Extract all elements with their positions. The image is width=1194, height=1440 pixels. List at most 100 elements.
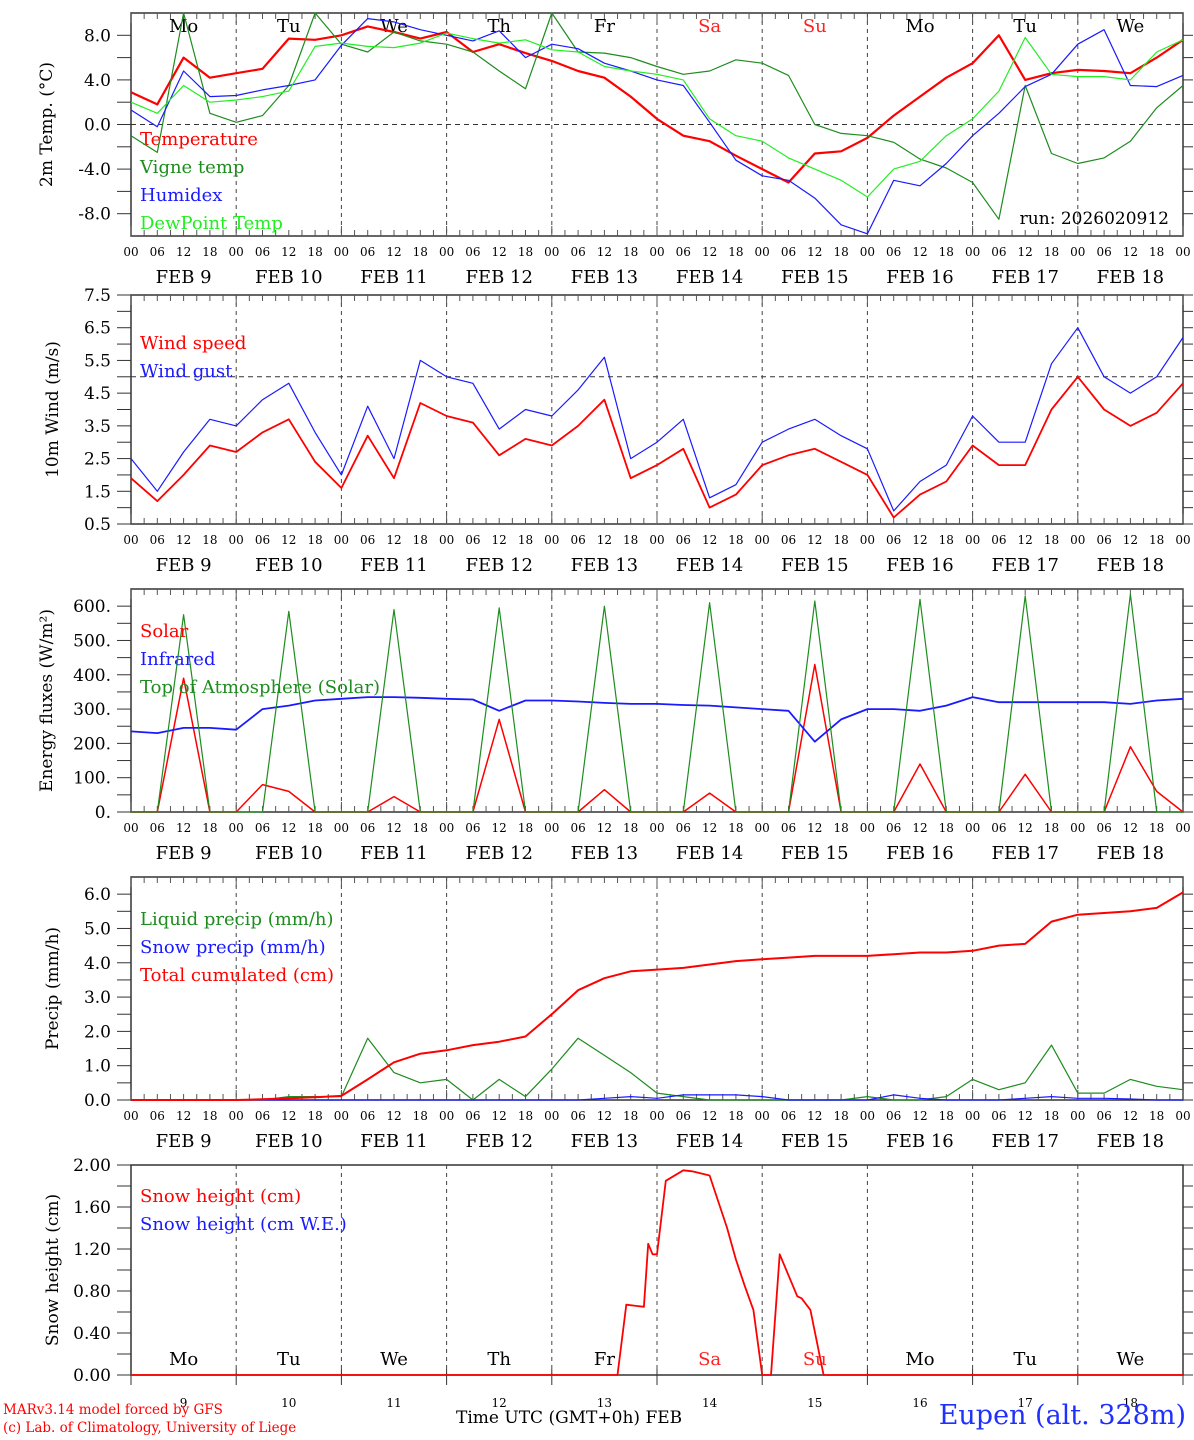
wind-hour-label: 18 — [833, 533, 848, 547]
precip-date-label: FEB 14 — [676, 1131, 743, 1152]
wind-hour-label: 18 — [307, 533, 322, 547]
precip-hour-label: 12 — [597, 1109, 612, 1123]
wind-date-label: FEB 13 — [571, 555, 638, 576]
energy-hour-label: 00 — [334, 821, 349, 835]
energy-hour-label: 18 — [833, 821, 848, 835]
energy-date-label: FEB 13 — [571, 843, 638, 864]
temperature-hour-label: 00 — [649, 245, 664, 259]
temperature-day-label: Fr — [594, 16, 615, 37]
energy-hour-label: 18 — [307, 821, 322, 835]
lab-credit: (c) Lab. of Climatology, University of L… — [3, 1420, 297, 1436]
wind-hour-label: 00 — [1175, 533, 1190, 547]
wind-hour-label: 00 — [965, 533, 980, 547]
wind-hour-label: 18 — [1149, 533, 1164, 547]
snow-xlabel: Time UTC (GMT+0h) FEB — [456, 1408, 682, 1428]
wind-legend-item: Wind speed — [140, 333, 246, 354]
temperature-hour-label: 06 — [991, 245, 1006, 259]
energy-ytick-label: 300. — [73, 700, 111, 720]
wind-hour-label: 06 — [570, 533, 585, 547]
temperature-hour-label: 18 — [518, 245, 533, 259]
snow-day-label: Su — [803, 1349, 827, 1370]
precip-hour-label: 06 — [150, 1109, 165, 1123]
temperature-date-label: FEB 11 — [360, 267, 427, 288]
wind-date-label: FEB 11 — [360, 555, 427, 576]
precip-date-label: FEB 15 — [781, 1131, 848, 1152]
energy-hour-label: 06 — [465, 821, 480, 835]
energy-hour-label: 18 — [1149, 821, 1164, 835]
energy-hour-label: 00 — [439, 821, 454, 835]
temperature-hour-label: 06 — [465, 245, 480, 259]
precip-hour-label: 00 — [755, 1109, 770, 1123]
energy-series-infrared — [130, 696, 1184, 743]
temperature-hour-label: 18 — [623, 245, 638, 259]
temperature-hour-label: 18 — [728, 245, 743, 259]
wind-ytick-label: 3.5 — [84, 417, 111, 437]
precip-hour-label: 00 — [229, 1109, 244, 1123]
precip-hour-label: 00 — [334, 1109, 349, 1123]
wind-hour-label: 06 — [255, 533, 270, 547]
energy-hour-label: 18 — [939, 821, 954, 835]
wind-hour-label: 06 — [465, 533, 480, 547]
precip-date-label: FEB 11 — [360, 1131, 427, 1152]
temperature-legend-item: Vigne temp — [139, 157, 244, 178]
energy-hour-label: 18 — [1044, 821, 1059, 835]
temperature-hour-label: 06 — [570, 245, 585, 259]
precip-legend-item: Total cumulated (cm) — [140, 965, 334, 986]
snow-day-label: Tu — [277, 1349, 301, 1370]
precip-ytick-label: 2.0 — [84, 1022, 111, 1042]
precip-legend-item: Liquid precip (mm/h) — [140, 909, 334, 930]
wind-hour-label: 00 — [334, 533, 349, 547]
wind-hour-label: 12 — [1018, 533, 1033, 547]
energy-hour-label: 12 — [912, 821, 927, 835]
temperature-date-label: FEB 14 — [676, 267, 743, 288]
snow-legend-item: Snow height (cm) — [140, 1186, 301, 1207]
precip-hour-label: 18 — [518, 1109, 533, 1123]
wind-ytick-label: 2.5 — [84, 450, 111, 470]
precip-date-label: FEB 16 — [886, 1131, 953, 1152]
energy-hour-label: 12 — [807, 821, 822, 835]
energy-hour-label: 00 — [123, 821, 138, 835]
wind-ytick-label: 0.5 — [84, 515, 111, 535]
energy-ytick-label: 500. — [73, 631, 111, 651]
temperature-hour-label: 18 — [1149, 245, 1164, 259]
energy-date-label: FEB 10 — [255, 843, 322, 864]
energy-hour-label: 00 — [860, 821, 875, 835]
temperature-legend-item: DewPoint Temp — [140, 213, 283, 234]
energy-hour-label: 18 — [623, 821, 638, 835]
wind-hour-label: 12 — [386, 533, 401, 547]
snow-date-label: 15 — [807, 1396, 822, 1410]
temperature-series-vigne-temp — [130, 12, 1184, 220]
energy-hour-label: 18 — [518, 821, 533, 835]
wind-hour-label: 18 — [202, 533, 217, 547]
energy-ytick-label: 0. — [95, 803, 111, 823]
temperature-hour-label: 00 — [123, 245, 138, 259]
energy-hour-label: 00 — [544, 821, 559, 835]
energy-hour-label: 06 — [886, 821, 901, 835]
wind-hour-label: 12 — [176, 533, 191, 547]
wind-ytick-label: 5.5 — [84, 351, 111, 371]
precip-hour-label: 12 — [281, 1109, 296, 1123]
energy-ytick-label: 100. — [73, 769, 111, 789]
temperature-hour-label: 00 — [755, 245, 770, 259]
temperature-hour-label: 00 — [965, 245, 980, 259]
wind-hour-label: 00 — [649, 533, 664, 547]
temperature-date-label: FEB 12 — [465, 267, 532, 288]
energy-hour-label: 06 — [676, 821, 691, 835]
wind-date-label: FEB 17 — [991, 555, 1058, 576]
wind-hour-label: 12 — [807, 533, 822, 547]
precip-series-snow-precip-mm-h- — [131, 1094, 1183, 1101]
snow-ytick-label: 0.80 — [73, 1282, 111, 1302]
wind-hour-label: 00 — [229, 533, 244, 547]
wind-date-label: FEB 10 — [255, 555, 322, 576]
snow-date-label: 11 — [386, 1396, 401, 1410]
temperature-hour-label: 06 — [1096, 245, 1111, 259]
temperature-hour-label: 18 — [202, 245, 217, 259]
temperature-hour-label: 12 — [492, 245, 507, 259]
precip-date-label: FEB 12 — [465, 1131, 532, 1152]
energy-date-label: FEB 16 — [886, 843, 953, 864]
wind-hour-label: 00 — [860, 533, 875, 547]
wind-date-label: FEB 16 — [886, 555, 953, 576]
precip-date-label: FEB 13 — [571, 1131, 638, 1152]
precip-ytick-label: 0.0 — [84, 1091, 111, 1111]
